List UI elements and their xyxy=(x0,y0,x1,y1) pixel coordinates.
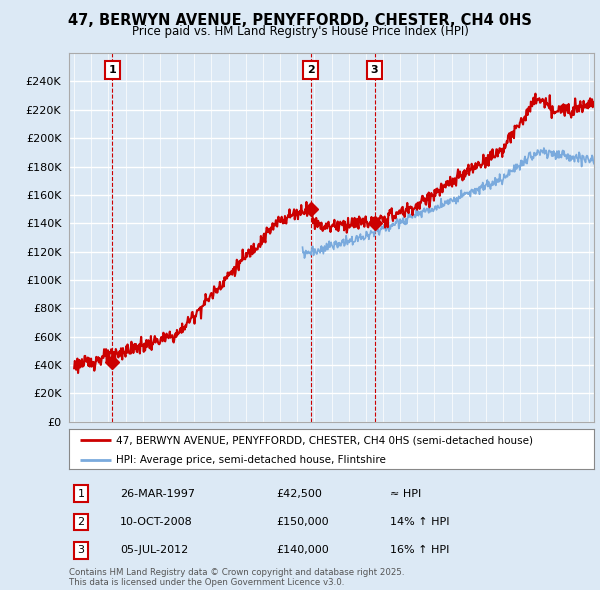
Text: 16% ↑ HPI: 16% ↑ HPI xyxy=(390,546,449,555)
Text: £150,000: £150,000 xyxy=(276,517,329,527)
Text: 47, BERWYN AVENUE, PENYFFORDD, CHESTER, CH4 0HS (semi-detached house): 47, BERWYN AVENUE, PENYFFORDD, CHESTER, … xyxy=(116,435,533,445)
Text: 2: 2 xyxy=(77,517,85,527)
Text: £140,000: £140,000 xyxy=(276,546,329,555)
Text: 47, BERWYN AVENUE, PENYFFORDD, CHESTER, CH4 0HS: 47, BERWYN AVENUE, PENYFFORDD, CHESTER, … xyxy=(68,13,532,28)
Text: 3: 3 xyxy=(371,65,379,75)
Text: £42,500: £42,500 xyxy=(276,489,322,499)
Text: 26-MAR-1997: 26-MAR-1997 xyxy=(120,489,195,499)
Text: 05-JUL-2012: 05-JUL-2012 xyxy=(120,546,188,555)
Text: 2: 2 xyxy=(307,65,314,75)
Text: Contains HM Land Registry data © Crown copyright and database right 2025.
This d: Contains HM Land Registry data © Crown c… xyxy=(69,568,404,587)
Text: 14% ↑ HPI: 14% ↑ HPI xyxy=(390,517,449,527)
Text: HPI: Average price, semi-detached house, Flintshire: HPI: Average price, semi-detached house,… xyxy=(116,455,386,466)
Text: ≈ HPI: ≈ HPI xyxy=(390,489,421,499)
Text: 1: 1 xyxy=(109,65,116,75)
Text: 10-OCT-2008: 10-OCT-2008 xyxy=(120,517,193,527)
Text: 3: 3 xyxy=(77,546,85,555)
Text: Price paid vs. HM Land Registry's House Price Index (HPI): Price paid vs. HM Land Registry's House … xyxy=(131,25,469,38)
Text: 1: 1 xyxy=(77,489,85,499)
